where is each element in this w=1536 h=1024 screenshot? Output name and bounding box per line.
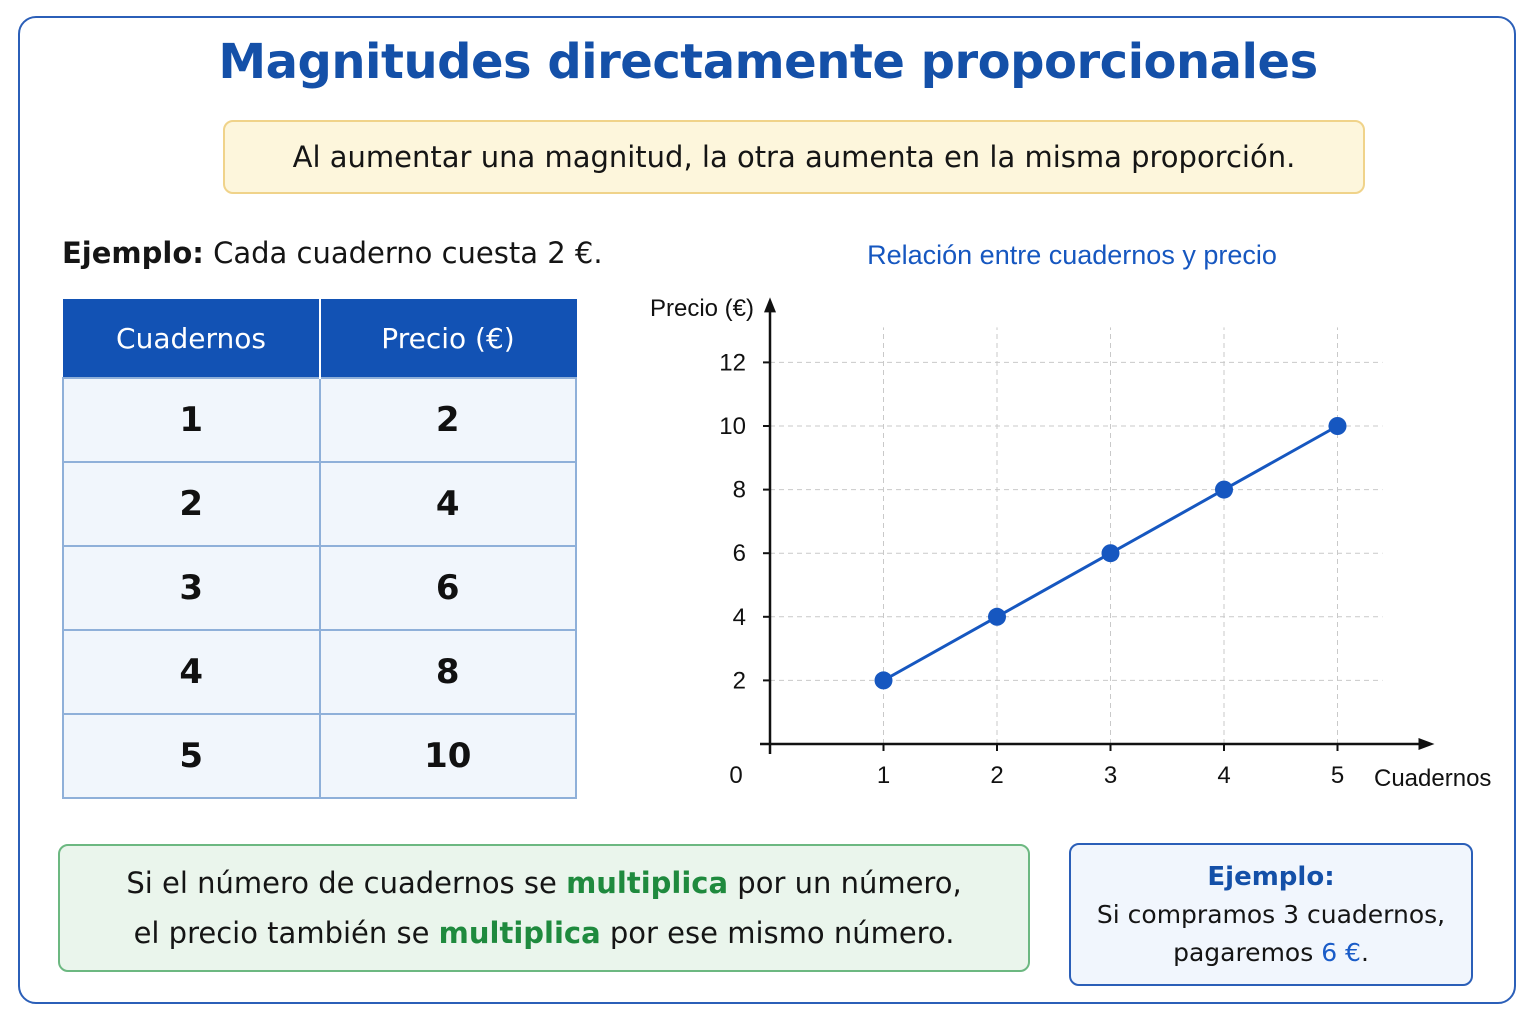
table-cell: 2 xyxy=(62,461,321,547)
table-cell: 5 xyxy=(62,713,321,799)
definition-text: Al aumentar una magnitud, la otra aument… xyxy=(292,140,1296,174)
rule-highlight: multiplica xyxy=(438,916,601,950)
header-precio: Precio (€) xyxy=(319,299,577,379)
data-point xyxy=(1328,417,1347,435)
header-cuadernos: Cuadernos xyxy=(62,299,321,379)
example-highlight: 6 € xyxy=(1321,937,1361,967)
y-tick-label: 4 xyxy=(733,604,746,631)
card-frame xyxy=(18,16,1516,1004)
x-axis-arrow xyxy=(1418,738,1435,750)
data-point xyxy=(988,607,1006,626)
table-cell: 2 xyxy=(318,377,577,463)
example-text: . xyxy=(1360,937,1369,967)
chart-grid xyxy=(770,327,1383,744)
y-axis-arrow xyxy=(764,297,776,313)
rule-line-1: Si el número de cuadernos se multiplica … xyxy=(126,858,961,908)
table-row: 2 4 xyxy=(62,461,577,547)
table-cell: 4 xyxy=(62,629,321,715)
page-title: Magnitudes directamente proporcionales xyxy=(218,34,1318,90)
table-row: 3 6 xyxy=(62,545,577,631)
y-tick-label: 8 xyxy=(733,477,746,504)
x-tick-label: 1 xyxy=(877,762,890,789)
rule-text: Si el número de cuadernos se xyxy=(126,866,567,900)
example-label: Ejemplo: xyxy=(62,236,204,270)
rule-text: por ese mismo número. xyxy=(600,916,955,950)
origin-label: 0 xyxy=(729,762,742,789)
data-point xyxy=(1215,480,1233,499)
table-cell: 8 xyxy=(318,629,577,715)
data-point xyxy=(874,671,893,690)
example-box-heading: Ejemplo: xyxy=(1207,861,1335,892)
table-row: 1 2 xyxy=(62,377,577,463)
x-tick-label: 3 xyxy=(1104,762,1117,789)
y-tick-label: 6 xyxy=(733,540,746,567)
rule-box: Si el número de cuadernos se multiplica … xyxy=(58,844,1030,972)
y-tick-label: 12 xyxy=(719,349,746,376)
y-axis-label: Precio (€) xyxy=(650,295,754,322)
table-cell: 3 xyxy=(62,545,321,631)
chart-title: Relación entre cuadernos y precio xyxy=(867,240,1277,270)
rule-text: por un número, xyxy=(728,866,962,900)
x-tick-label: 2 xyxy=(990,762,1003,789)
y-tick-label: 2 xyxy=(733,667,746,694)
rule-text: el precio también se xyxy=(133,916,439,950)
example-box-line-2: pagaremos 6 €. xyxy=(1173,934,1369,972)
chart-axes xyxy=(760,297,1435,754)
definition-banner: Al aumentar una magnitud, la otra aument… xyxy=(223,120,1365,194)
line-chart: Relación entre cuadernos y precio 246810… xyxy=(650,240,1491,792)
table-cell: 4 xyxy=(318,461,577,547)
proportion-table: Cuadernos Precio (€) 1 2 2 4 3 6 4 8 5 1… xyxy=(62,299,577,799)
y-tick-label: 10 xyxy=(719,413,746,440)
x-tick-label: 5 xyxy=(1331,762,1344,789)
example-text: pagaremos xyxy=(1173,937,1322,967)
example-text: Cada cuaderno cuesta 2 €. xyxy=(203,236,603,270)
x-axis-label: Cuadernos xyxy=(1374,765,1491,792)
table-cell: 10 xyxy=(318,713,577,799)
data-point xyxy=(1101,544,1120,563)
rule-highlight: multiplica xyxy=(566,866,729,900)
rule-line-2: el precio también se multiplica por ese … xyxy=(134,908,955,958)
example-statement: Ejemplo: Cada cuaderno cuesta 2 €. xyxy=(62,236,603,270)
chart-series xyxy=(874,417,1347,690)
table-header-row: Cuadernos Precio (€) xyxy=(62,299,577,379)
example-box: Ejemplo: Si compramos 3 cuadernos, pagar… xyxy=(1069,843,1473,986)
table-cell: 6 xyxy=(318,545,577,631)
example-box-line-1: Si compramos 3 cuadernos, xyxy=(1096,899,1446,929)
table-row: 5 10 xyxy=(62,713,577,799)
x-tick-label: 4 xyxy=(1217,762,1230,789)
table-cell: 1 xyxy=(62,377,321,463)
table-row: 4 8 xyxy=(62,629,577,715)
